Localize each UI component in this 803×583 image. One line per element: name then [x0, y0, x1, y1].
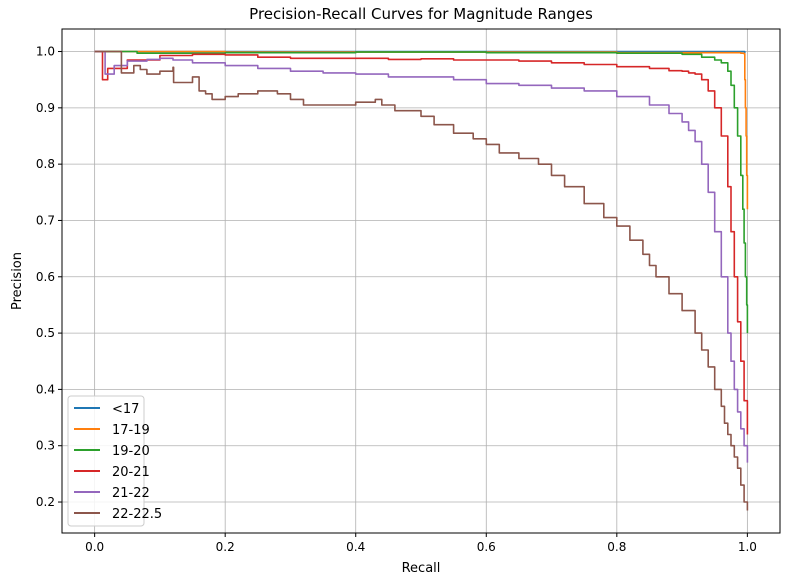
y-tick-label: 0.6 [36, 270, 55, 284]
legend-label: 21-22 [112, 486, 150, 501]
legend-label: 19-20 [112, 444, 150, 459]
y-tick-label: 0.9 [36, 101, 55, 115]
y-axis-label: Precision [10, 252, 25, 310]
x-tick-label: 1.0 [738, 540, 757, 554]
series-line-3 [94, 50, 749, 435]
x-axis-label: Recall [402, 561, 441, 576]
y-tick-label: 0.7 [36, 213, 55, 227]
x-tick-label: 0.4 [346, 540, 365, 554]
x-tick-label: 0.2 [216, 540, 235, 554]
y-tick-label: 0.2 [36, 495, 55, 509]
series-line-2 [94, 50, 749, 334]
x-tick-label: 0.8 [607, 540, 626, 554]
legend: <17 17-19 19-20 20-21 21-22 22-22.5 [67, 395, 162, 527]
y-tick-label: 0.3 [36, 439, 55, 453]
y-tick-label: 0.4 [36, 382, 55, 396]
legend-label: 17-19 [112, 423, 150, 438]
series-line-4 [94, 50, 749, 463]
plot-frame [61, 28, 781, 534]
x-tick-label: 0.0 [85, 540, 104, 554]
legend-label: <17 [112, 402, 139, 417]
y-tick-label: 0.8 [36, 157, 55, 171]
legend-label: 20-21 [112, 465, 150, 480]
axis-ticks: 0.0 0.2 0.4 0.6 0.8 1.0 0.2 0.3 0.4 0.5 0.6 0.7 0.8 0… [36, 45, 757, 554]
chart-title: Precision-Recall Curves for Magnitude Ra… [249, 5, 593, 23]
x-tick-label: 0.6 [477, 540, 496, 554]
y-tick-label: 1.0 [36, 45, 55, 59]
series-lines [94, 50, 749, 511]
series-line-5 [94, 50, 749, 511]
legend-label: 22-22.5 [112, 507, 162, 522]
y-tick-label: 0.5 [36, 326, 55, 340]
